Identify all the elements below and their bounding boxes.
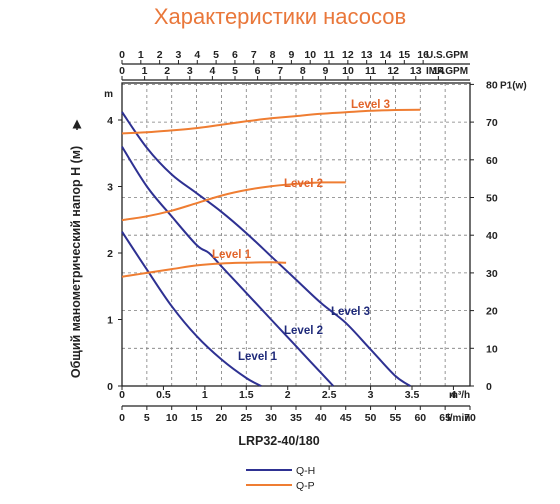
h-tick-label: 4 (107, 115, 113, 127)
impgpm-tick-label: 11 (365, 65, 376, 77)
lmin-unit-label: l/min (447, 413, 470, 424)
qp-label-level-2: Level 2 (284, 178, 323, 190)
qp-curve-level-3 (121, 108, 421, 135)
usgpm-tick-label: 8 (270, 49, 276, 61)
impgpm-tick-label: 12 (387, 65, 399, 77)
p1-tick-label: 20 (486, 306, 498, 318)
p1-tick-label: 30 (486, 268, 498, 280)
m3h-tick-label: 0 (119, 389, 125, 401)
lmin-tick-label: 45 (340, 412, 352, 424)
page-title: Характеристики насосов (153, 4, 407, 29)
lmin-tick-label: 20 (216, 412, 228, 424)
m3h-tick-label: 3.5 (405, 389, 420, 401)
lmin-tick-label: 25 (240, 412, 252, 424)
qh-label-level-1: Level 1 (238, 351, 278, 363)
m3h-tick-label: 2 (285, 389, 291, 401)
usgpm-tick-label: 4 (194, 49, 200, 61)
usgpm-tick-label: 12 (342, 49, 354, 61)
lmin-tick-label: 15 (191, 412, 203, 424)
lmin-tick-label: 35 (290, 412, 302, 424)
impgpm-tick-label: 4 (209, 65, 215, 77)
qp-curve-level-1 (121, 261, 287, 278)
legend-label-q-p: Q-P (296, 480, 315, 492)
p1-tick-label: 80 (486, 79, 498, 91)
h-unit-label: m (104, 89, 113, 100)
lmin-tick-label: 5 (144, 412, 150, 424)
usgpm-tick-label: 11 (323, 49, 334, 61)
model-label: LRP32-40/180 (238, 434, 319, 448)
impgpm-tick-label: 5 (232, 65, 238, 77)
lmin-tick-label: 40 (315, 412, 327, 424)
impgpm-tick-label: 13 (410, 65, 422, 77)
impgpm-tick-label: 9 (322, 65, 328, 77)
usgpm-tick-label: 14 (380, 49, 392, 61)
qh-label-level-3: Level 3 (331, 306, 370, 318)
qp-label-level-1: Level 1 (212, 249, 252, 261)
usgpm-tick-label: 3 (176, 49, 182, 61)
qh-curve-level-1 (121, 231, 262, 387)
qh-curve-level-3 (121, 111, 411, 387)
lmin-tick-label: 70 (464, 412, 476, 424)
usgpm-tick-label: 1 (138, 49, 144, 61)
qp-label-level-3: Level 3 (351, 99, 390, 111)
m3h-tick-label: 2.5 (322, 389, 337, 401)
impgpm-tick-label: 10 (342, 65, 354, 77)
usgpm-tick-label: 13 (361, 49, 373, 61)
impgpm-tick-label: 6 (255, 65, 261, 77)
h-tick-label: 3 (107, 182, 113, 194)
h-tick-label: 2 (107, 248, 113, 260)
m3h-unit-label: m³/h (449, 390, 470, 401)
usgpm-tick-label: 16 (417, 49, 429, 61)
m3h-tick-label: 0.5 (156, 389, 171, 401)
h-tick-label: 1 (107, 315, 113, 327)
m3h-tick-label: 3 (368, 389, 374, 401)
impgpm-tick-label: 8 (300, 65, 306, 77)
lmin-tick-label: 30 (265, 412, 277, 424)
impgpm-tick-label: 2 (164, 65, 170, 77)
usgpm-unit-label: U.S.GPM (426, 50, 468, 61)
usgpm-tick-label: 5 (213, 49, 219, 61)
usgpm-tick-label: 0 (119, 49, 125, 61)
qh-label-level-2: Level 2 (284, 325, 323, 337)
lmin-tick-label: 60 (414, 412, 426, 424)
p1-tick-label: 70 (486, 117, 498, 129)
p1-unit-label: P1(w) (500, 80, 527, 91)
impgpm-tick-label: 3 (187, 65, 193, 77)
m3h-tick-label: 4 (451, 389, 457, 401)
p1-tick-label: 10 (486, 343, 498, 355)
usgpm-tick-label: 10 (304, 49, 316, 61)
impgpm-tick-label: 14 (433, 65, 445, 77)
lmin-tick-label: 65 (439, 412, 451, 424)
lmin-tick-label: 10 (166, 412, 178, 424)
impgpm-tick-label: 1 (142, 65, 148, 77)
p1-tick-label: 40 (486, 230, 498, 242)
lmin-tick-label: 0 (119, 412, 125, 424)
legend-label-q-h: Q-H (296, 465, 315, 477)
qp-curve-level-2 (121, 181, 346, 222)
p1-tick-label: 60 (486, 155, 498, 167)
usgpm-tick-label: 2 (157, 49, 163, 61)
m3h-tick-label: 1 (202, 389, 208, 401)
lmin-tick-label: 50 (365, 412, 377, 424)
qh-curve-level-2 (121, 146, 335, 387)
plot-frame (121, 82, 471, 387)
p1-tick-label: 50 (486, 193, 498, 205)
p1-tick-label: 0 (486, 381, 492, 393)
m3h-tick-label: 1.5 (239, 389, 254, 401)
impgpm-tick-label: 7 (277, 65, 283, 77)
usgpm-tick-label: 6 (232, 49, 238, 61)
h-tick-label: 0 (107, 381, 113, 393)
usgpm-tick-label: 15 (398, 49, 410, 61)
impgpm-unit-label: IMP.GPM (426, 66, 468, 77)
y-axis-label: Общий манометрический напор H (м) (69, 146, 83, 378)
usgpm-tick-label: 9 (288, 49, 294, 61)
usgpm-tick-label: 7 (251, 49, 257, 61)
lmin-tick-label: 55 (390, 412, 402, 424)
impgpm-tick-label: 0 (119, 65, 125, 77)
